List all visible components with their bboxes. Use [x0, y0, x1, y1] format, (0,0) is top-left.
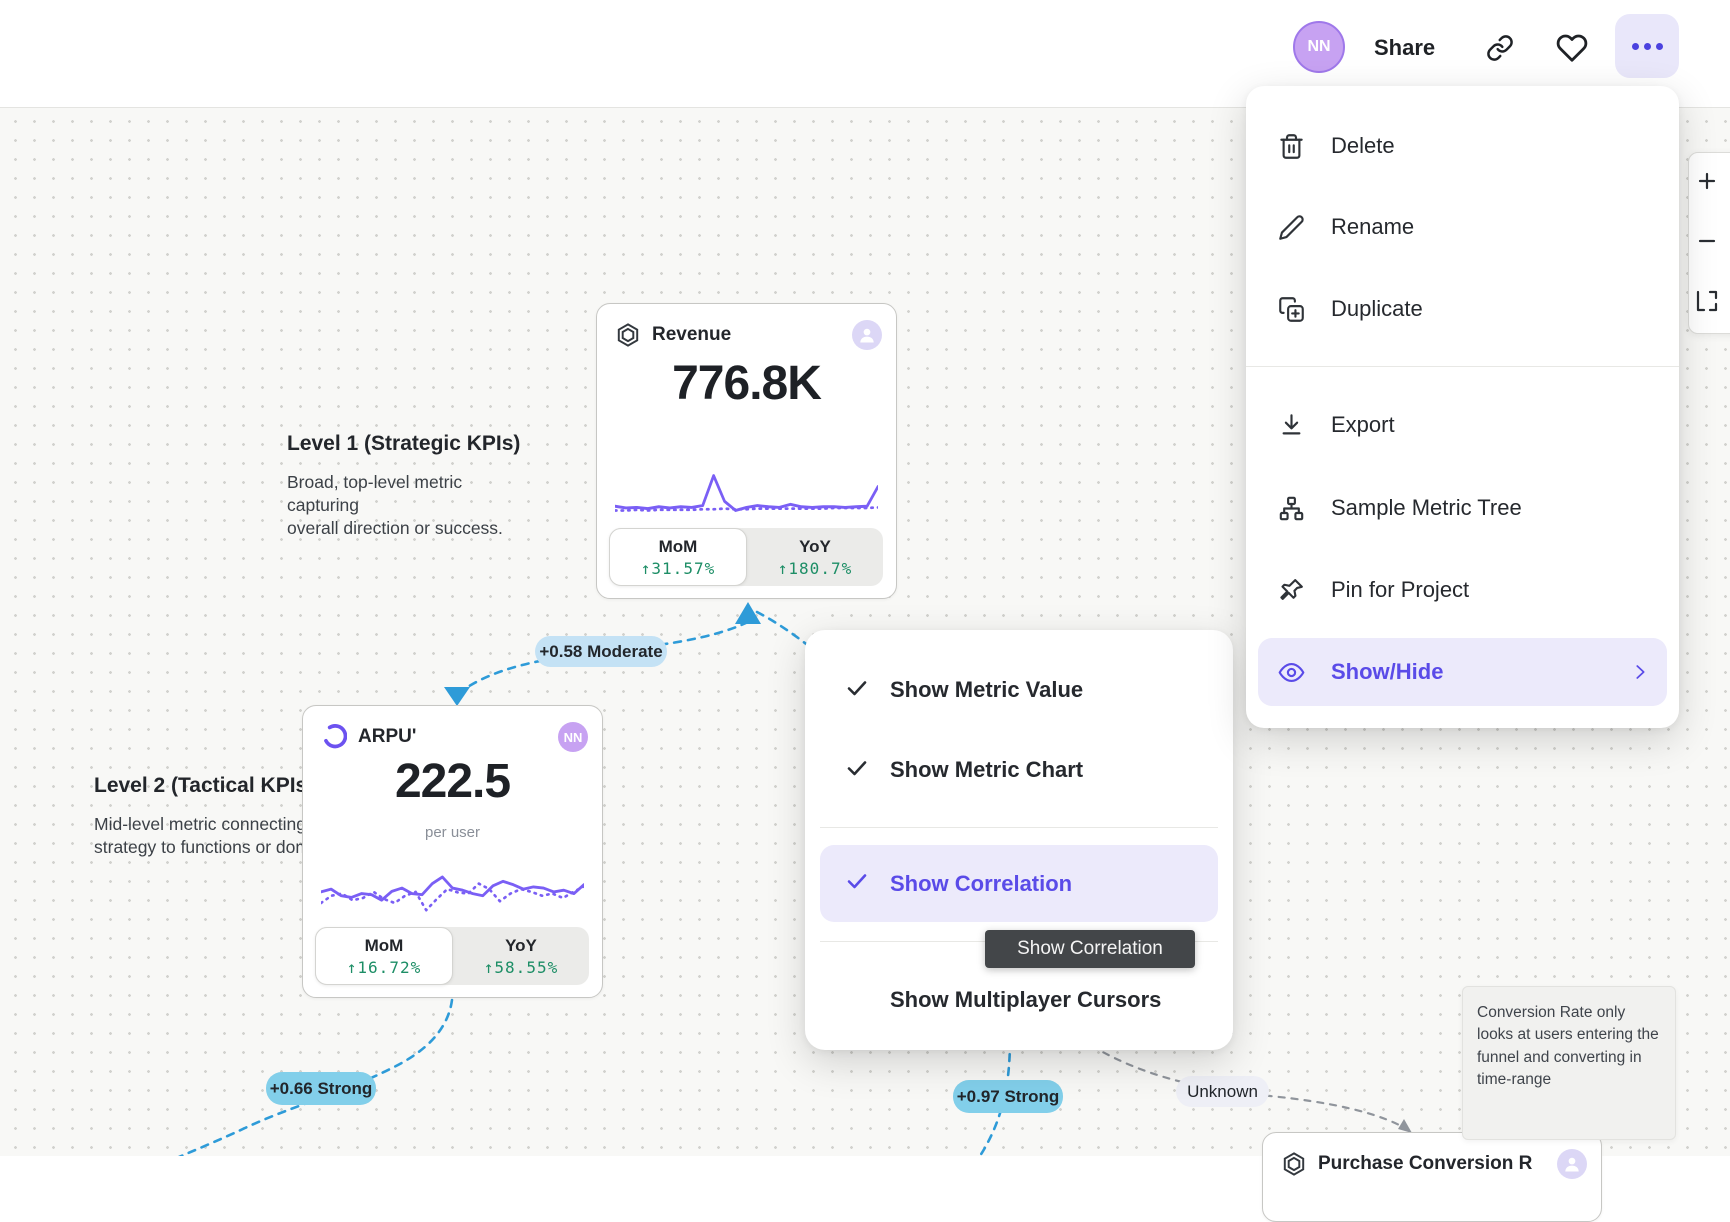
level1-body-line2: overall direction or success.: [287, 518, 503, 539]
menu-item-pin-for-project[interactable]: Pin for Project: [1246, 552, 1679, 628]
yoy-toggle[interactable]: YoY ↑180.7%: [747, 528, 883, 586]
more-options-menu: Delete Rename Duplicate Export Sample Me…: [1246, 86, 1679, 728]
menu-item-show-correlation[interactable]: Show Correlation: [820, 845, 1218, 922]
purchase-conversion-card[interactable]: Purchase Conversion R: [1262, 1132, 1602, 1222]
menu-item-show-metric-chart[interactable]: Show Metric Chart: [805, 732, 1233, 808]
chevron-right-icon: [1636, 665, 1645, 679]
ellipsis-icon: [1631, 42, 1639, 50]
menu-item-delete[interactable]: Delete: [1246, 108, 1679, 184]
link-icon: [1487, 35, 1513, 61]
menu-item-duplicate[interactable]: Duplicate: [1246, 271, 1679, 347]
show-hide-submenu: Show Metric Value Show Metric Chart Show…: [805, 630, 1233, 1050]
eye-icon: [1278, 662, 1305, 682]
more-options-button[interactable]: [1615, 14, 1679, 78]
mom-label: MoM: [658, 536, 698, 556]
share-button[interactable]: Share: [1374, 35, 1436, 60]
tooltip: Show Correlation: [985, 930, 1195, 968]
yoy-label: YoY: [799, 536, 831, 556]
correlation-badge-unknown: Unknown: [1176, 1076, 1269, 1107]
metric-tree-icon: [1279, 496, 1304, 520]
metric-unit: per user: [424, 824, 481, 841]
correlation-badge-moderate: +0.58 Moderate: [535, 636, 667, 667]
menu-item-sample-metric-tree[interactable]: Sample Metric Tree: [1246, 470, 1679, 546]
heart-icon: [1556, 34, 1588, 62]
note-text: Conversion Rate only looks at users ente…: [1477, 1004, 1659, 1089]
metric-value: 776.8K: [672, 357, 822, 410]
level2-body-line2: strategy to functions or doma: [94, 837, 320, 858]
pin-icon: [1280, 578, 1303, 600]
avatar[interactable]: [852, 320, 882, 350]
menu-item-rename[interactable]: Rename: [1246, 189, 1679, 265]
level1-annotation[interactable]: Level 1 (Strategic KPIs) Broad, top-leve…: [287, 432, 537, 540]
zoom-toolbar: [1688, 152, 1730, 334]
zoom-in-button[interactable]: [1695, 169, 1719, 198]
fit-view-button[interactable]: [1695, 289, 1719, 318]
level2-title: Level 2 (Tactical KPIs: [94, 774, 308, 797]
check-icon: [845, 756, 871, 785]
metric-value: 222.5: [394, 755, 511, 808]
menu-item-show-multiplayer-cursors[interactable]: Show Multiplayer Cursors: [890, 987, 1162, 1012]
plus-icon: [1698, 172, 1716, 189]
favorite-button[interactable]: [1556, 0, 1588, 96]
yoy-value: ↑58.55%: [483, 957, 559, 977]
duplicate-icon: [1279, 296, 1304, 322]
expand-icon: [1696, 290, 1718, 311]
arpu-metric-card[interactable]: ARPU' NN 222.5 per user MoM ↑16.72% YoY …: [302, 705, 603, 998]
yoy-label: YoY: [505, 935, 537, 955]
level1-body-line1: Broad, top-level metric capturing: [287, 472, 463, 516]
menu-divider: [820, 827, 1218, 828]
yoy-toggle[interactable]: YoY ↑58.55%: [453, 927, 589, 985]
copy-link-button[interactable]: [1486, 0, 1514, 96]
level1-title: Level 1 (Strategic KPIs): [287, 432, 521, 455]
metric-sparkline: [613, 446, 880, 518]
menu-item-show-hide[interactable]: Show/Hide: [1258, 638, 1667, 706]
yoy-value: ↑180.7%: [777, 558, 853, 578]
correlation-badge-strong-2: +0.97 Strong: [953, 1080, 1063, 1113]
card-title: Revenue: [652, 324, 732, 345]
check-icon: [845, 676, 871, 705]
menu-item-show-metric-value[interactable]: Show Metric Value: [805, 652, 1233, 728]
mom-value: ↑31.57%: [640, 558, 716, 578]
mom-value: ↑16.72%: [346, 957, 422, 977]
person-icon: [860, 328, 874, 343]
correlation-badge-strong-1: +0.66 Strong: [266, 1072, 376, 1105]
menu-item-export[interactable]: Export: [1246, 387, 1679, 463]
user-avatar[interactable]: NN: [1293, 21, 1345, 73]
pencil-icon: [1279, 214, 1304, 240]
card-title: ARPU': [358, 726, 417, 747]
zoom-out-button[interactable]: [1695, 229, 1719, 258]
mom-label: MoM: [364, 935, 404, 955]
metric-sparkline: [319, 854, 586, 920]
avatar-nn-badge[interactable]: NN: [558, 722, 588, 752]
mom-toggle[interactable]: MoM ↑16.72%: [315, 927, 453, 985]
mom-toggle[interactable]: MoM ↑31.57%: [609, 528, 747, 586]
level2-body-line1: Mid-level metric connecting: [94, 814, 307, 834]
person-icon: [1565, 1157, 1579, 1172]
metric-hexagon-icon: [1283, 1152, 1305, 1176]
metric-hexagon-icon: [617, 323, 639, 347]
avatar[interactable]: [1557, 1149, 1587, 1179]
revenue-metric-card[interactable]: Revenue 776.8K MoM ↑31.57% YoY ↑180.7%: [596, 303, 897, 599]
check-icon: [845, 869, 871, 898]
menu-divider: [1246, 366, 1679, 367]
card-title: Purchase Conversion R: [1318, 1153, 1533, 1174]
trash-icon: [1280, 133, 1303, 159]
download-icon: [1282, 413, 1301, 434]
minus-icon: [1698, 239, 1716, 242]
note-box[interactable]: Conversion Rate only looks at users ente…: [1462, 986, 1676, 1140]
tooltip-text: Show Correlation: [1017, 938, 1163, 959]
crescent-icon: [324, 724, 347, 749]
level2-annotation[interactable]: Level 2 (Tactical KPIs Mid-level metric …: [94, 774, 344, 859]
